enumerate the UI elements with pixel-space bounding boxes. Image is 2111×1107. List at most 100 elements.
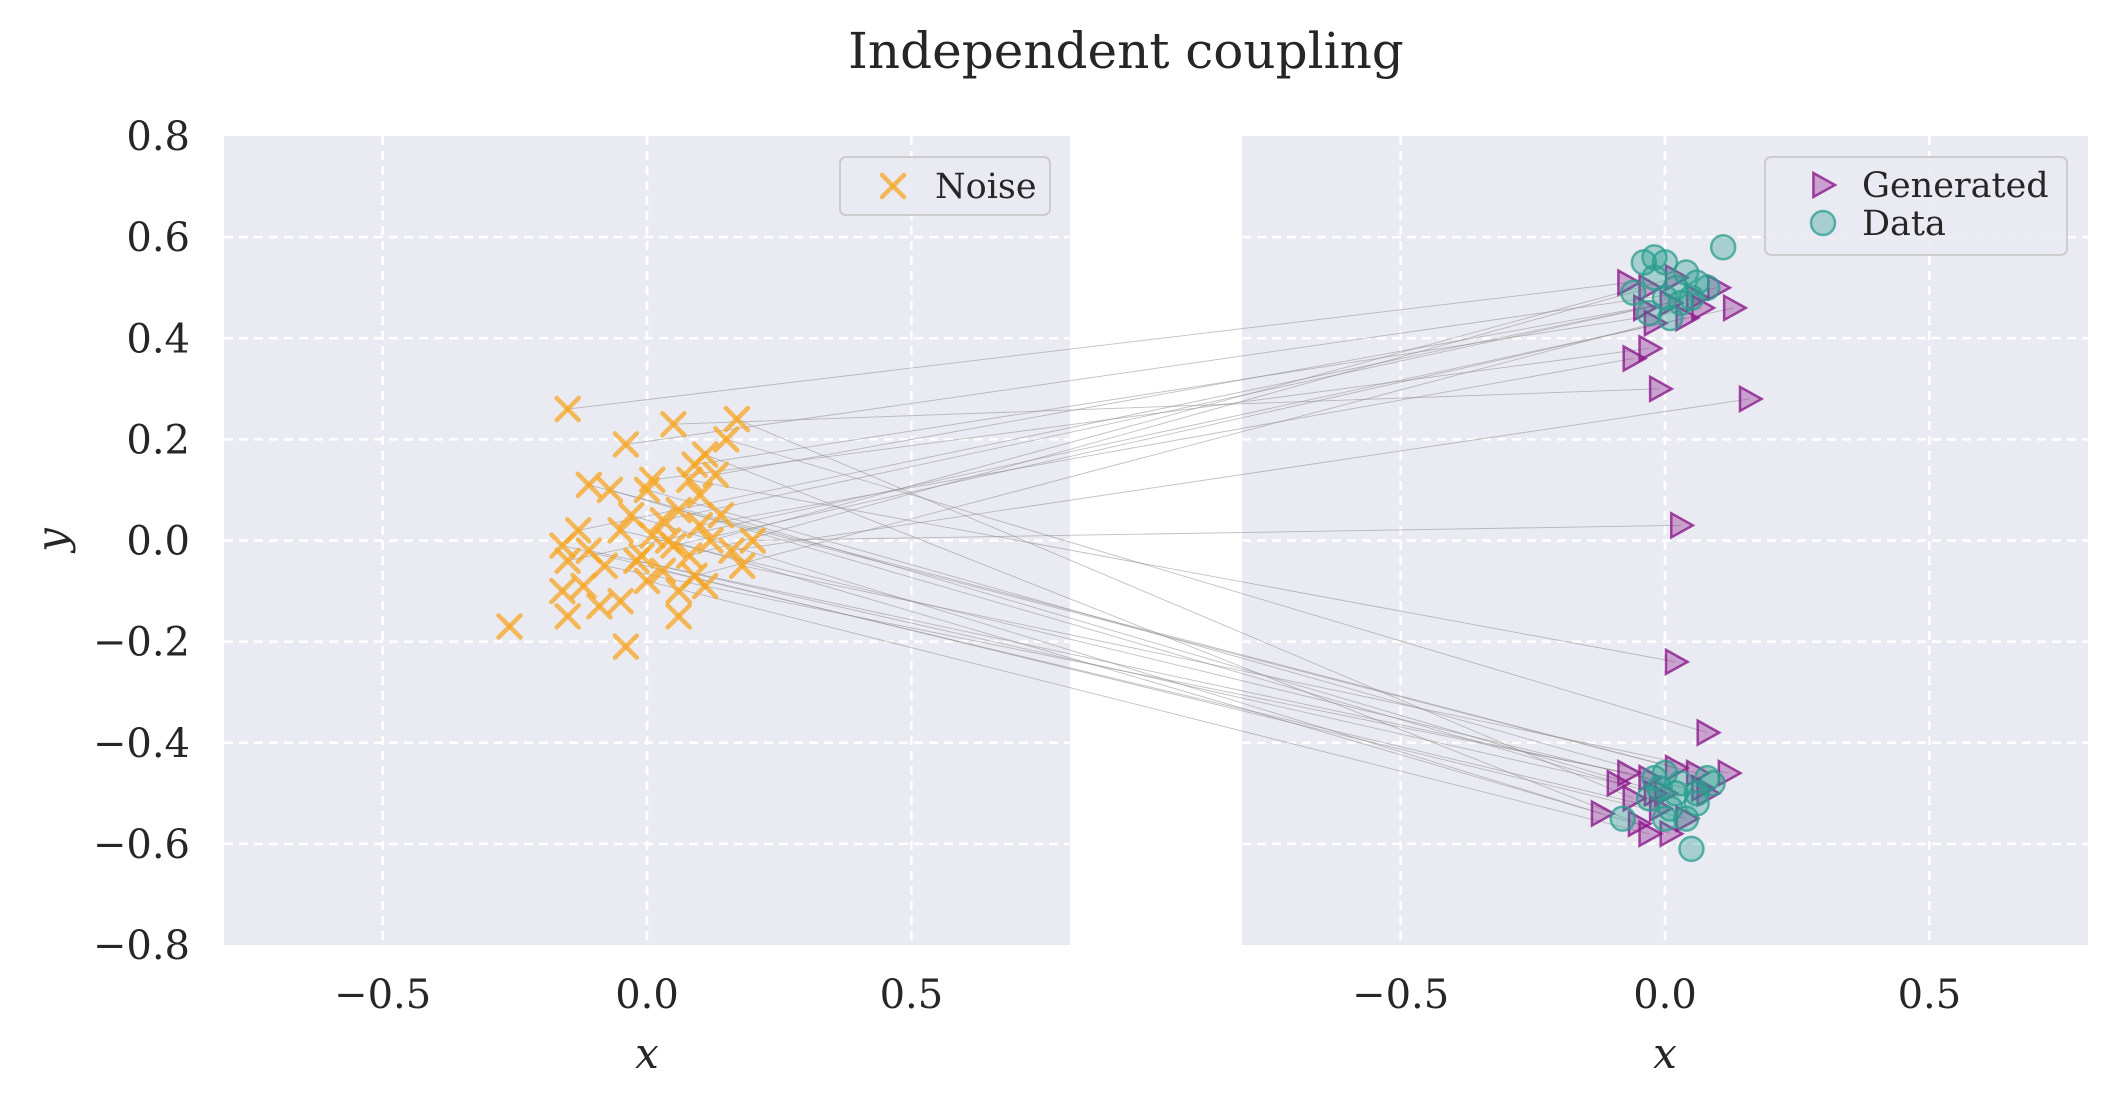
coupling-line — [646, 580, 1650, 835]
generated-point — [1812, 170, 1838, 200]
y-tick-label: 0.8 — [126, 114, 190, 160]
coupling-line — [736, 418, 1634, 799]
y-tick-label: 0.4 — [126, 316, 190, 362]
coupling-lines — [562, 277, 1750, 835]
noise-point — [575, 471, 603, 499]
generated-point — [1606, 769, 1632, 798]
coupling-line — [673, 317, 1687, 546]
generated-point — [1638, 334, 1664, 363]
data-point — [1809, 209, 1837, 237]
left-x-axis-label: x — [635, 1029, 659, 1078]
coupling-line — [704, 454, 1639, 825]
generated-point — [1590, 799, 1617, 828]
data-point — [1641, 264, 1668, 291]
noise-point — [665, 496, 692, 524]
noise-point — [549, 577, 576, 605]
noise-point — [633, 476, 661, 504]
noise-point — [612, 431, 640, 458]
noise-point — [728, 552, 756, 580]
data-point — [1657, 304, 1684, 332]
x-tick-label: 0.0 — [615, 972, 679, 1018]
noise-point — [723, 405, 751, 433]
coupling-line — [726, 438, 1708, 734]
y-tick-label: −0.6 — [93, 822, 190, 868]
noise-point — [628, 542, 655, 569]
noise-point — [676, 542, 703, 569]
noise-point — [676, 466, 703, 494]
tick-labels: −0.5 0.0 0.5 −0.5 0.0 0.5 −0.8 −0.6 −0.4 −0.2 0.0 0… — [93, 114, 1961, 1018]
coupling-line — [652, 347, 1650, 481]
legend-box — [839, 156, 1051, 216]
coupling-line — [567, 307, 1734, 562]
noise-point — [686, 512, 714, 539]
coupling-line — [652, 535, 1671, 835]
data-point — [1641, 244, 1668, 271]
right-x-axis-label: x — [1653, 1029, 1677, 1078]
coupling-line — [694, 307, 1703, 466]
data-point — [1683, 780, 1710, 807]
coupling-line — [604, 565, 1629, 774]
generated-point — [1664, 647, 1691, 676]
noise-point — [596, 476, 624, 504]
noise-point — [607, 587, 634, 615]
generated-point — [1670, 511, 1696, 540]
data-markers — [496, 233, 1765, 863]
coupling-line — [625, 287, 1718, 445]
generated-point — [1722, 293, 1749, 323]
data-point — [1620, 279, 1647, 306]
generated-point — [1648, 374, 1675, 403]
noise-point — [586, 592, 613, 620]
legend-box — [1764, 156, 2068, 256]
noise-point — [649, 557, 677, 585]
noise-point — [707, 501, 735, 529]
coupling-line — [742, 565, 1729, 774]
data-point — [1709, 233, 1737, 261]
noise-point — [554, 395, 581, 423]
noise-point — [654, 527, 682, 554]
noise-point — [691, 572, 719, 600]
coupling-line — [710, 277, 1676, 541]
noise-point — [639, 522, 666, 549]
x-tick-label: 0.5 — [880, 972, 944, 1018]
coupling-line — [715, 297, 1697, 476]
generated-point — [1622, 344, 1648, 373]
noise-point — [496, 613, 523, 640]
coupling-line — [662, 302, 1671, 521]
noise-point — [879, 172, 907, 200]
noise-point — [665, 577, 692, 605]
data-point — [1678, 284, 1705, 312]
y-tick-label: 0.0 — [126, 519, 190, 565]
generated-point — [1696, 718, 1722, 747]
x-tick-label: 0.0 — [1633, 972, 1697, 1018]
y-tick-label: −0.2 — [93, 620, 190, 666]
coupling-line — [588, 484, 1697, 774]
legend-noise: Noise — [839, 156, 1051, 216]
noise-point — [607, 517, 634, 544]
noise-point — [633, 567, 661, 595]
coupling-line — [578, 307, 1644, 531]
noise-point — [702, 461, 729, 489]
noise-point — [565, 517, 592, 544]
coupling-line — [731, 398, 1750, 552]
coupling-line — [752, 524, 1681, 541]
coupling-line — [678, 509, 1676, 769]
noise-point — [739, 527, 766, 554]
noise-point — [649, 507, 677, 534]
generated-point — [1738, 384, 1765, 414]
noise-point — [554, 603, 581, 630]
legend-label-data: Data — [1862, 204, 1946, 244]
coupling-line — [694, 322, 1655, 577]
noise-point — [686, 481, 714, 509]
noise-point — [612, 633, 640, 660]
noise-point — [665, 603, 692, 630]
data-point — [1662, 780, 1689, 807]
coupling-line — [720, 514, 1666, 794]
y-tick-label: −0.4 — [93, 721, 190, 767]
data-point — [1651, 805, 1679, 832]
coupling-line — [673, 388, 1660, 425]
data-point — [1672, 805, 1700, 832]
data-point — [1678, 835, 1705, 863]
coupling-line — [689, 287, 1650, 557]
